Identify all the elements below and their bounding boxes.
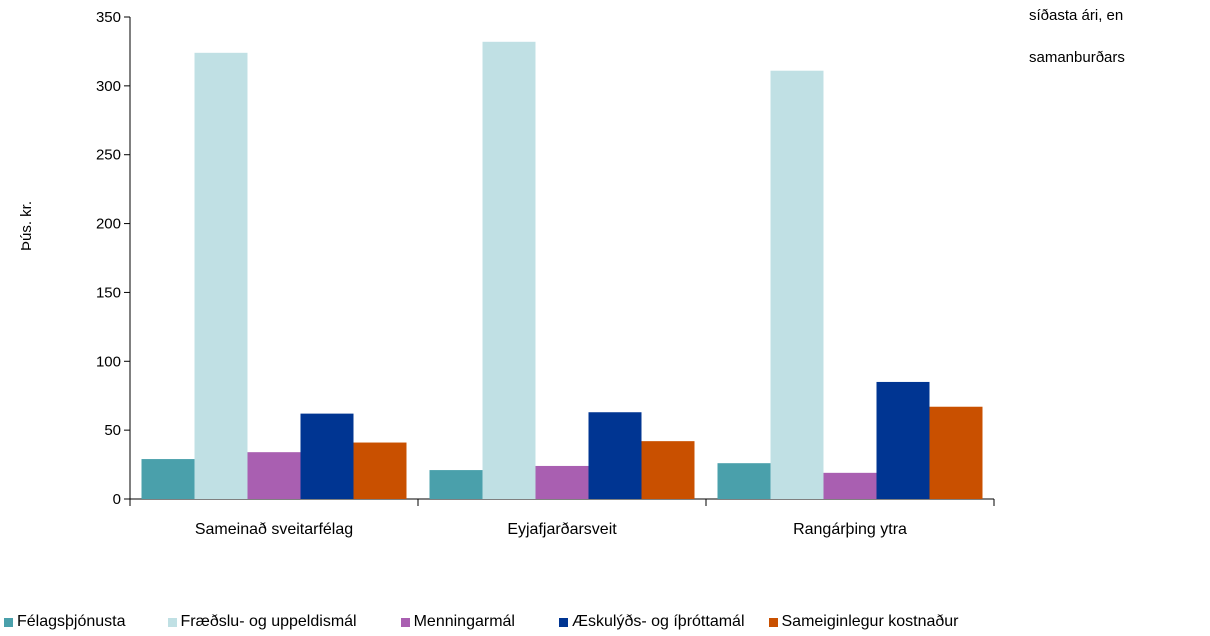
legend-label: Fræðslu- og uppeldismál bbox=[180, 613, 357, 630]
legend-item: Fræðslu- og uppeldismál bbox=[167, 613, 357, 631]
bar bbox=[535, 465, 589, 499]
bar bbox=[641, 441, 695, 499]
chart-labels: 0 50 100 150 200 250 300 350 Þús. kr. Sameinað sv… bbox=[18, 9, 907, 538]
bar bbox=[823, 472, 877, 499]
bar bbox=[770, 70, 824, 500]
bar bbox=[194, 52, 248, 499]
legend-item: Félagsþjónusta bbox=[4, 613, 126, 631]
legend-swatch bbox=[558, 617, 568, 627]
bar bbox=[482, 41, 536, 499]
y-tick-label: 200 bbox=[96, 216, 121, 233]
y-tick-label: 250 bbox=[96, 147, 121, 164]
legend-swatch bbox=[167, 617, 177, 627]
bar bbox=[929, 406, 983, 499]
bar bbox=[353, 442, 407, 499]
legend-label: Sameiginlegur kostnaður bbox=[781, 613, 959, 630]
legend-label: Menningarmál bbox=[413, 613, 515, 630]
bar bbox=[300, 413, 354, 499]
bar bbox=[588, 412, 642, 499]
legend-swatch bbox=[768, 617, 778, 627]
y-tick-label: 100 bbox=[96, 353, 121, 370]
legend-item: Sameiginlegur kostnaður bbox=[768, 613, 959, 631]
chart-axes bbox=[124, 16, 995, 506]
body-text-line-2: samanburðars bbox=[1029, 49, 1125, 66]
legend-swatch bbox=[400, 617, 410, 627]
chart-legend: Félagsþjónusta Fræðslu- og uppeldismál Men… bbox=[4, 611, 959, 633]
legend-label: Æskulýðs- og íþróttamál bbox=[571, 613, 745, 630]
bar bbox=[876, 381, 930, 499]
x-tick-label: Sameinað sveitarfélag bbox=[195, 521, 353, 538]
legend-swatch bbox=[4, 617, 13, 627]
bar bbox=[717, 463, 771, 499]
y-tick-label: 0 bbox=[113, 491, 121, 508]
x-tick-label: Rangárþing ytra bbox=[793, 521, 907, 538]
bar bbox=[141, 459, 195, 499]
bar-chart: 0 50 100 150 200 250 300 350 Þús. kr. Sameinað sv… bbox=[18, 9, 995, 538]
y-tick-label: 50 bbox=[104, 422, 121, 439]
body-text-line-1: síðasta ári, en bbox=[1029, 7, 1124, 24]
y-tick-label: 150 bbox=[96, 284, 121, 301]
y-axis-title: Þús. kr. bbox=[18, 201, 35, 251]
chart-bars bbox=[141, 41, 983, 500]
x-tick-label: Eyjafjarðarsveit bbox=[507, 521, 617, 538]
legend-label: Félagsþjónusta bbox=[17, 613, 126, 630]
bar bbox=[247, 452, 301, 499]
y-tick-label: 350 bbox=[96, 9, 121, 26]
legend-item: Menningarmál bbox=[400, 613, 515, 631]
bar bbox=[429, 470, 483, 499]
legend-item: Æskulýðs- og íþróttamál bbox=[558, 613, 745, 631]
y-tick-label: 300 bbox=[96, 78, 121, 95]
